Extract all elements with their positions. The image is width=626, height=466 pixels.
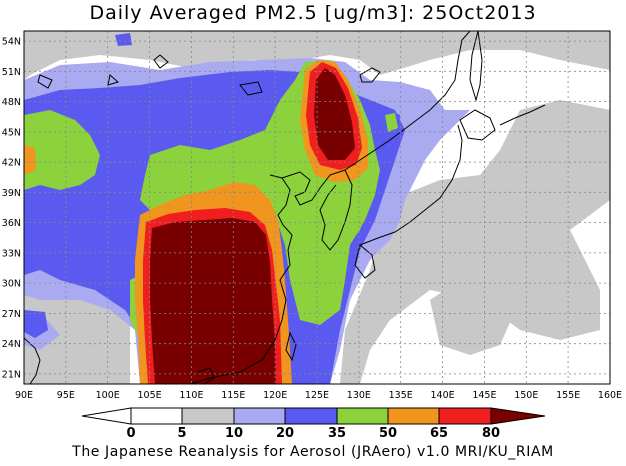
lon-tick-label: 90E <box>15 390 33 401</box>
coast-china <box>189 174 293 384</box>
lon-tick-label: 100E <box>96 390 120 401</box>
lon-tick-label: 95E <box>57 390 75 401</box>
lon-tick-label: 160E <box>598 390 622 401</box>
colorbar-level-label: 35 <box>328 426 346 441</box>
field-grey-east <box>340 100 610 384</box>
lon-tick-label: 115E <box>221 390 245 401</box>
field-orange-west <box>24 145 36 175</box>
field-grey-north <box>24 31 610 80</box>
coast-ne-china <box>359 67 381 83</box>
colorbar-level-label: 80 <box>482 426 500 441</box>
lat-tick-label: 21N <box>2 369 21 380</box>
colorbar-level-label: 10 <box>225 426 243 441</box>
colorbar-level-label: 50 <box>379 426 397 441</box>
lat-tick-label: 33N <box>2 248 21 259</box>
lon-tick-label: 150E <box>514 390 538 401</box>
lat-tick-label: 45N <box>2 127 21 138</box>
field-green-west <box>24 110 100 190</box>
coastlines <box>24 31 546 384</box>
coast-lake-3 <box>37 74 53 89</box>
colorbar-box-lightblue <box>233 407 286 425</box>
lon-tick-label: 120E <box>263 390 287 401</box>
lat-tick-label: 24N <box>2 339 21 350</box>
colorbar-box-blue <box>284 407 338 425</box>
colorbar-box-5-10 <box>130 407 183 425</box>
latitude-tick-labels: 21N 24N 27N 30N 33N 36N 39N 42N 45N 48N 51N 54N <box>2 37 21 381</box>
colorbar <box>81 407 546 425</box>
lat-tick-label: 51N <box>2 67 21 78</box>
field-grey-east-2 <box>430 270 520 355</box>
coast-india <box>24 337 41 384</box>
lat-tick-label: 48N <box>2 97 21 108</box>
colorbar-labels: 0 5 10 20 35 50 65 80 <box>126 426 500 441</box>
field-blue-nw-patch <box>115 33 132 46</box>
field-grey-southwest <box>24 285 130 384</box>
colorbar-box-green <box>336 407 389 425</box>
field-darkred-manchuria <box>314 68 355 160</box>
coast-hainan <box>197 367 215 384</box>
lat-tick-label: 39N <box>2 188 21 199</box>
coast-lake-4 <box>107 74 120 86</box>
field-green-patch-ne <box>385 113 398 132</box>
lon-tick-label: 125E <box>305 390 329 401</box>
colorbar-box-orange <box>387 407 440 425</box>
coast-russia <box>344 31 471 171</box>
colorbar-level-label: 0 <box>126 426 135 441</box>
lon-tick-label: 110E <box>179 390 203 401</box>
coast-japan-honshu <box>359 124 463 246</box>
lon-tick-label: 105E <box>138 390 162 401</box>
lon-tick-label: 155E <box>556 390 580 401</box>
colorbar-box-grey <box>181 407 235 425</box>
field-darkred-china <box>150 218 276 384</box>
field-lightblue-east <box>395 120 440 200</box>
figure-title: Daily Averaged PM2.5 [ug/m3]: 25Oct2013 <box>89 2 537 24</box>
lon-tick-label: 145E <box>472 390 496 401</box>
plot-frame <box>23 30 611 385</box>
lon-tick-label: 130E <box>347 390 371 401</box>
credit-line: The Japanese Reanalysis for Aerosol (JRA… <box>72 444 554 460</box>
lat-tick-label: 30N <box>2 279 21 290</box>
field-blue-west <box>24 310 48 338</box>
coast-japan-hokkaido <box>459 109 496 141</box>
coast-sakhalin <box>469 31 483 102</box>
colorbar-box-red <box>438 407 492 425</box>
coast-japan-kyushu <box>354 244 376 279</box>
colorbar-arrow-high <box>490 407 546 425</box>
colorbar-level-label: 20 <box>276 426 294 441</box>
colorbar-arrow-low <box>81 407 132 425</box>
longitude-tick-labels: 90E 95E 100E 105E 110E 115E 120E 125E 130E 135E 14… <box>15 390 622 401</box>
concentration-fields <box>24 31 610 384</box>
colorbar-level-label: 65 <box>430 426 448 441</box>
coast-korea <box>319 169 353 251</box>
coast-mongolia-lake <box>239 81 263 96</box>
gridlines <box>24 31 610 384</box>
coast-taiwan <box>285 331 297 362</box>
field-green-korea-strip <box>320 165 370 250</box>
lon-tick-label: 135E <box>389 390 413 401</box>
lat-tick-label: 54N <box>2 37 21 48</box>
coast-kurils <box>499 104 546 126</box>
coast-lake-2 <box>153 54 169 69</box>
colorbar-level-label: 5 <box>177 426 186 441</box>
coast-bohai <box>281 169 346 206</box>
lat-tick-label: 27N <box>2 309 21 320</box>
lat-tick-label: 36N <box>2 218 21 229</box>
lon-tick-label: 140E <box>431 390 455 401</box>
lat-tick-label: 42N <box>2 158 21 169</box>
